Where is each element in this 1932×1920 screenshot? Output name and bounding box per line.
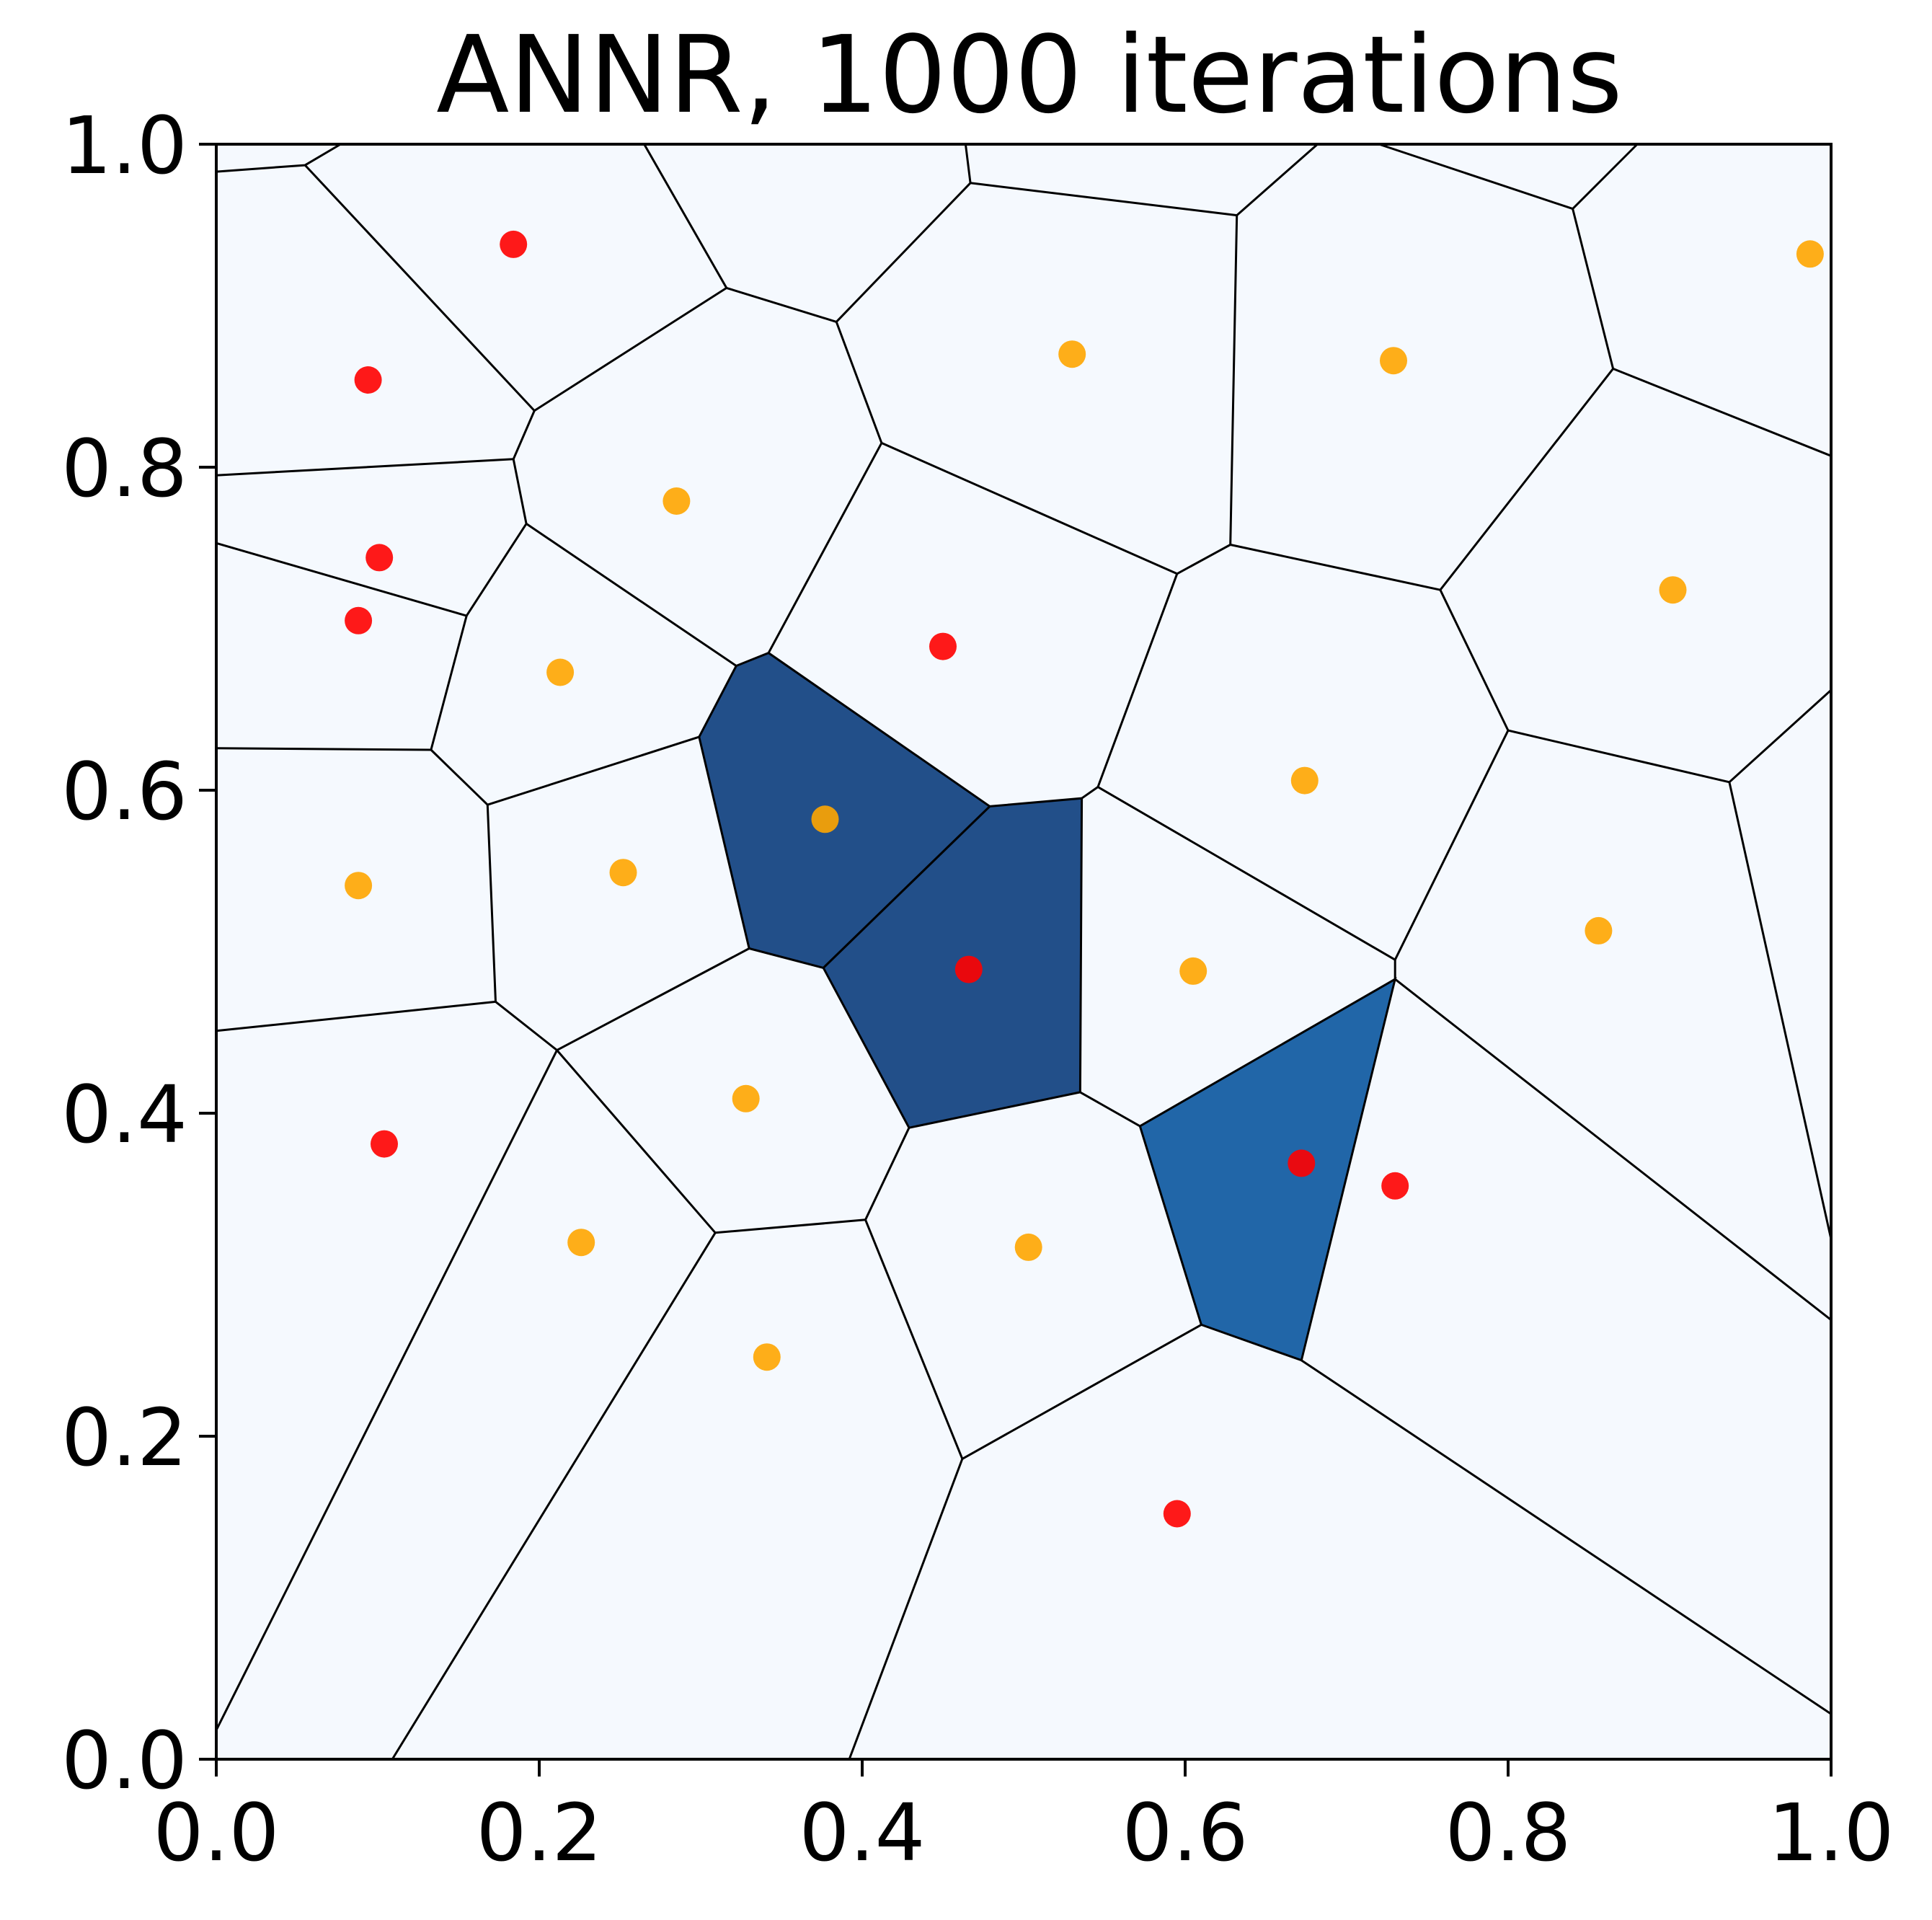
voronoi-edge-25 (1393, 689, 1833, 960)
x-tick-label-5: 1.0 (1768, 1787, 1895, 1879)
data-point-s2-16 (753, 1343, 781, 1371)
data-point-s2-12 (1179, 957, 1208, 985)
data-point-s1-10 (1163, 1500, 1191, 1528)
data-point-s1-5 (371, 1130, 398, 1158)
data-point-s1-9 (1381, 1172, 1409, 1200)
voronoi-edge-23 (1079, 1091, 1141, 1128)
y-tick-label-4: 0.8 (61, 423, 187, 515)
y-tick-label-3: 0.6 (61, 746, 187, 838)
voronoi-edge-20 (391, 1232, 717, 1760)
x-tick-label-2: 0.4 (799, 1787, 926, 1879)
voronoi-edge-27 (1728, 782, 1833, 1240)
data-point-s1-7 (954, 955, 983, 983)
highlighted-cells (698, 651, 1397, 1362)
voronoi-edge-6 (1230, 367, 1832, 591)
voronoi-edge-10 (767, 442, 883, 654)
data-point-s2-4 (663, 487, 691, 515)
voronoi-edge-2 (304, 143, 728, 412)
voronoi-edge-9 (835, 321, 1179, 800)
data-point-s2-13 (732, 1084, 760, 1112)
voronoi-edge-22 (848, 1458, 964, 1760)
x-tick-label-0: 0.0 (154, 1787, 280, 1879)
data-point-s2-1 (1058, 340, 1086, 368)
plot-frame (215, 143, 1833, 1761)
data-point-s2-10 (609, 859, 637, 887)
voronoi-edge-26 (1439, 589, 1510, 731)
voronoi-cell-highlight-2 (822, 797, 1084, 1129)
data-point-s1-4 (345, 606, 373, 634)
y-axis: 0.0 0.2 0.4 0.6 0.8 1.0 (61, 99, 216, 1807)
x-tick-label-4: 0.8 (1445, 1787, 1572, 1879)
voronoi-edge-19 (556, 1049, 910, 1234)
data-point-s2-7 (1290, 766, 1319, 795)
voronoi-edge-8 (1572, 143, 1639, 210)
voronoi-edge-29 (1300, 1359, 1832, 1715)
data-point-s2-5 (546, 658, 575, 686)
voronoi-edge-28 (1394, 978, 1832, 1321)
voronoi-edges (215, 143, 1833, 1760)
voronoi-edge-3 (726, 143, 972, 323)
data-point-s1-6 (929, 632, 957, 660)
x-tick-label-1: 0.2 (477, 1787, 603, 1879)
chart-title: ANNR, 1000 iterations (436, 13, 1623, 137)
y-tick-label-0: 0.0 (61, 1715, 187, 1807)
y-tick-label-5: 1.0 (61, 99, 187, 192)
data-point-s2-14 (567, 1229, 595, 1257)
x-axis: 0.0 0.2 0.4 0.6 0.8 1.0 (154, 1759, 1895, 1879)
data-point-s2-6 (1659, 576, 1687, 604)
x-tick-label-3: 0.6 (1122, 1787, 1249, 1879)
data-point-s2-8 (811, 805, 839, 833)
data-point-s1-3 (365, 544, 394, 572)
data-point-s2-9 (345, 872, 373, 900)
data-point-s1-2 (354, 366, 382, 394)
data-point-s2-15 (1014, 1233, 1042, 1261)
y-tick-label-2: 0.4 (61, 1069, 187, 1161)
data-point-s2-11 (1585, 916, 1613, 944)
y-tick-label-1: 0.2 (61, 1392, 187, 1484)
data-point-s2-2 (1380, 347, 1407, 375)
data-point-s1-8 (1288, 1149, 1316, 1177)
data-point-s2-3 (1796, 240, 1824, 268)
voronoi-edge-18 (215, 1049, 558, 1731)
data-point-s1-1 (500, 230, 528, 258)
data-points (345, 230, 1824, 1528)
